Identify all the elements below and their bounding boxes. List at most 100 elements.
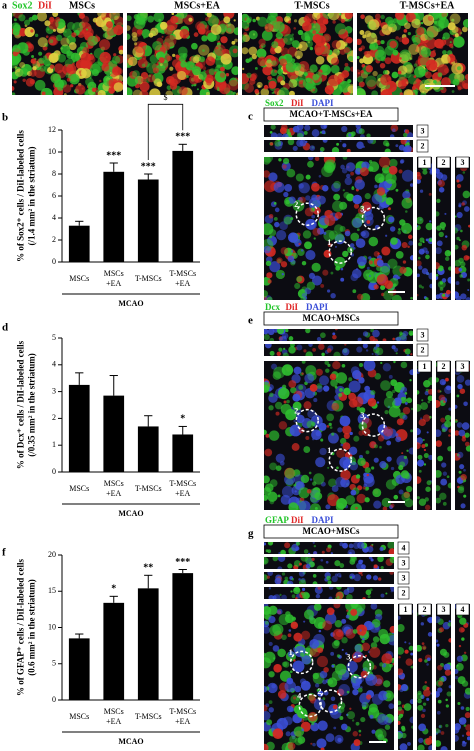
micrograph-speck <box>304 373 315 384</box>
micrograph-speck <box>142 55 147 60</box>
micrograph-speck <box>380 361 383 365</box>
micrograph-speck <box>325 733 335 743</box>
micrograph-speck <box>219 82 231 95</box>
micrograph-speck <box>463 468 466 472</box>
micrograph-texture <box>127 13 238 95</box>
micrograph-speck <box>316 336 322 341</box>
micrograph-speck <box>378 177 384 183</box>
micrograph-speck <box>309 383 318 392</box>
column-label-box <box>436 156 451 169</box>
micrograph-speck <box>373 500 382 509</box>
micrograph-speck <box>439 492 447 501</box>
micrograph-speck <box>388 165 398 175</box>
micrograph-speck <box>437 699 442 704</box>
micrograph-speck <box>301 655 312 665</box>
row-label-box <box>397 541 410 555</box>
micrograph-speck <box>387 542 394 549</box>
micrograph-speck <box>37 37 48 48</box>
micrograph-speck <box>413 75 417 78</box>
micrograph-speck <box>353 739 361 747</box>
micrograph-speck <box>245 58 251 64</box>
micrograph-speck <box>335 591 344 599</box>
micrograph-speck <box>86 28 89 31</box>
y-tick-label: 5 <box>52 659 56 668</box>
micrograph-speck <box>417 260 422 267</box>
micrograph-speck <box>248 30 258 40</box>
micrograph-speck <box>398 706 403 712</box>
micrograph-speck <box>417 744 425 750</box>
micrograph-speck <box>332 332 336 336</box>
micrograph-speck <box>245 17 252 24</box>
cell-circle <box>289 650 314 675</box>
column-label-box <box>417 360 432 373</box>
micrograph-speck <box>318 175 322 178</box>
micrograph-speck <box>91 87 97 92</box>
micrograph-speck <box>355 267 359 271</box>
micrograph-speck <box>378 157 391 168</box>
micrograph-speck <box>305 329 311 334</box>
micrograph-speck <box>232 48 238 54</box>
micrograph-speck <box>442 501 447 506</box>
micrograph-speck <box>355 125 361 129</box>
micrograph-speck <box>97 13 107 18</box>
row-label: 4 <box>402 543 406 552</box>
micrograph-speck <box>355 721 360 726</box>
micrograph-speck <box>290 621 299 630</box>
micrograph-speck <box>385 234 388 237</box>
micrograph-speck <box>345 495 356 505</box>
micrograph-speck <box>350 503 362 510</box>
micrograph-speck <box>466 731 470 737</box>
micrograph-speck <box>271 41 279 49</box>
micrograph-speck <box>276 133 283 137</box>
micrograph-speck <box>305 77 311 83</box>
panel-letter: c <box>248 111 253 123</box>
micrograph-speck <box>379 62 386 69</box>
x-axis-label: MCAO <box>118 299 143 308</box>
micrograph-speck <box>269 130 273 134</box>
micrograph-speck <box>457 66 462 71</box>
micrograph-speck <box>202 49 205 52</box>
micrograph-speck <box>333 639 340 647</box>
micrograph-speck <box>285 13 292 18</box>
micrograph-speck <box>394 13 405 21</box>
micrograph-speck <box>19 67 29 77</box>
micrograph-speck <box>409 369 413 376</box>
micrograph-speck <box>366 694 372 700</box>
micrograph-speck <box>348 55 353 62</box>
micrograph-speck <box>284 247 293 257</box>
micrograph-speck <box>404 145 412 152</box>
micrograph-speck <box>134 42 138 46</box>
micrograph-speck <box>436 275 439 281</box>
micrograph-speck <box>456 211 463 219</box>
micrograph-speck <box>95 89 99 93</box>
micrograph-speck <box>302 77 315 90</box>
micrograph-speck <box>113 53 117 57</box>
micrograph-speck <box>358 362 364 368</box>
micrograph-speck <box>446 385 451 391</box>
micrograph-speck <box>307 160 314 168</box>
micrograph-speck <box>466 736 470 741</box>
micrograph-speck <box>303 72 308 77</box>
micrograph-speck <box>444 414 451 422</box>
micrograph-speck <box>357 71 361 75</box>
micrograph-speck <box>330 271 334 275</box>
micrograph-speck <box>300 249 304 252</box>
micrograph-speck <box>45 35 49 39</box>
panel-letter: e <box>248 315 253 327</box>
micrograph-speck <box>390 587 394 592</box>
micrograph-speck <box>406 741 411 746</box>
micrograph-speck <box>283 191 289 198</box>
micrograph-speck <box>268 641 273 647</box>
micrograph-speck <box>274 207 280 213</box>
micrograph-speck <box>309 478 313 481</box>
micrograph-speck <box>403 491 410 499</box>
micrograph-speck <box>132 89 143 95</box>
micrograph-speck <box>281 594 287 599</box>
micrograph-speck <box>448 434 451 437</box>
micrograph-speck <box>293 419 297 423</box>
micrograph-speck <box>456 664 459 667</box>
micrograph-speck <box>290 217 294 221</box>
micrograph-speck <box>424 391 429 396</box>
cell-label: 4 <box>297 691 301 700</box>
micrograph-speck <box>339 201 348 210</box>
